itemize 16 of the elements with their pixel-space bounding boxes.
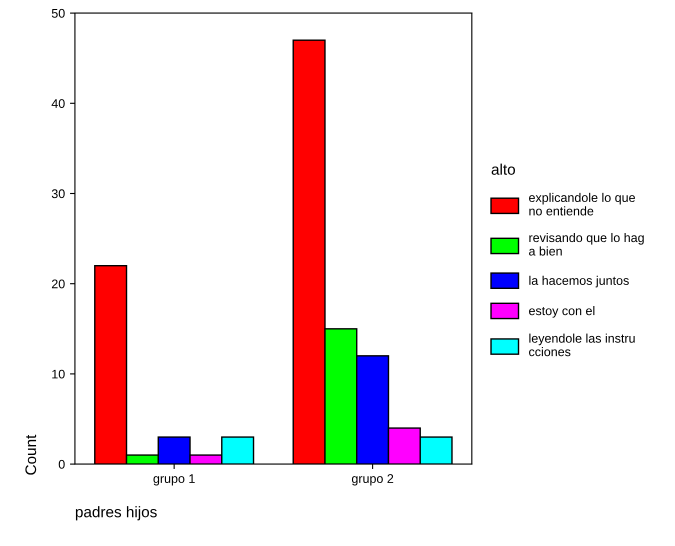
x-tick-label: grupo 1: [153, 474, 195, 486]
y-tick-label: 40: [52, 99, 65, 108]
legend-label: leyendole las instru cciones: [529, 334, 635, 356]
legend-label: estoy con el: [529, 306, 594, 318]
y-axis-title: Count: [25, 434, 36, 475]
y-tick-label: 30: [52, 189, 65, 198]
y-tick-label: 20: [52, 280, 65, 288]
x-tick-label: grupo 2: [352, 474, 394, 486]
y-tick-label: 0: [58, 460, 65, 469]
legend-label: revisando que lo hag a bien: [529, 232, 644, 256]
legend-label: explicandole lo que no entiende: [529, 192, 635, 216]
legend-label: la hacemos juntos: [529, 276, 629, 288]
x-axis-title: padres hijos: [76, 506, 157, 520]
y-tick-label: 50: [52, 8, 65, 18]
y-tick-label: 10: [52, 370, 65, 379]
legend-title: alto: [492, 164, 516, 175]
